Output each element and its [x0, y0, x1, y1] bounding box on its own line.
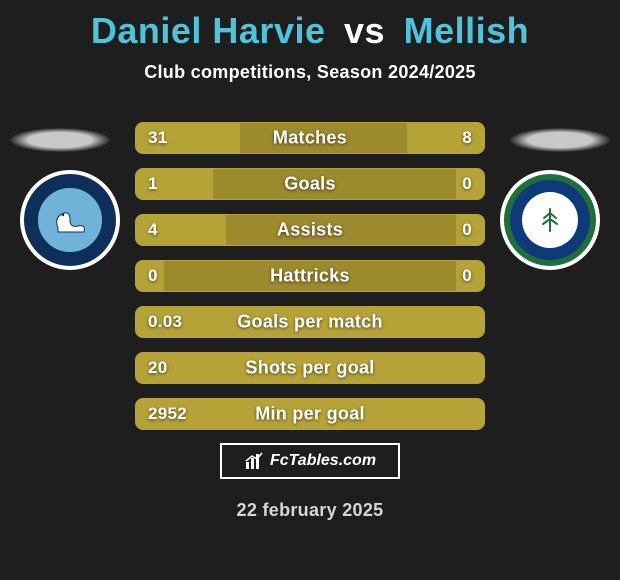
stat-row: 4 Assists 0	[135, 214, 485, 246]
swan-icon	[48, 198, 92, 242]
stat-value-right: 0	[462, 174, 472, 194]
brand-text: FcTables.com	[270, 452, 376, 470]
stat-label: Assists	[277, 220, 343, 241]
brand-chart-icon	[244, 451, 264, 471]
stat-value-left: 1	[148, 174, 158, 194]
player-1-name: Daniel Harvie	[91, 10, 326, 51]
stat-value-left: 2952	[148, 404, 187, 424]
stat-row: 1 Goals 0	[135, 168, 485, 200]
stat-label: Hattricks	[270, 266, 350, 287]
stat-row: 0.03 Goals per match	[135, 306, 485, 338]
stat-label: Goals	[284, 174, 336, 195]
stat-label: Matches	[273, 128, 347, 149]
stat-label: Shots per goal	[245, 358, 374, 379]
stat-label: Min per goal	[255, 404, 365, 425]
vs-label: vs	[344, 10, 385, 51]
brand-box: FcTables.com	[220, 443, 400, 479]
stat-value-right: 0	[462, 266, 472, 286]
stat-value-left: 4	[148, 220, 158, 240]
stat-value-right: 8	[462, 128, 472, 148]
club-crest-right	[500, 170, 600, 270]
stat-value-left: 31	[148, 128, 168, 148]
stat-seg-right	[407, 123, 484, 153]
stat-label: Goals per match	[237, 312, 383, 333]
subtitle: Club competitions, Season 2024/2025	[0, 62, 620, 83]
tree-icon	[535, 205, 565, 235]
stat-value-left: 0	[148, 266, 158, 286]
club-crest-left	[20, 170, 120, 270]
stat-row: 2952 Min per goal	[135, 398, 485, 430]
stat-row: 31 Matches 8	[135, 122, 485, 154]
stat-bars: 31 Matches 8 1 Goals 0 4 Assists 0 0 Hattricks 0 0.0…	[135, 122, 485, 444]
stat-value-left: 20	[148, 358, 168, 378]
stat-row: 0 Hattricks 0	[135, 260, 485, 292]
crest-shadow-right	[510, 128, 610, 152]
crest-shadow-left	[10, 128, 110, 152]
stat-value-right: 0	[462, 220, 472, 240]
stat-row: 20 Shots per goal	[135, 352, 485, 384]
footer-date: 22 february 2025	[237, 500, 384, 521]
comparison-title: Daniel Harvie vs Mellish	[0, 0, 620, 52]
stat-value-left: 0.03	[148, 312, 182, 332]
player-2-name: Mellish	[404, 10, 530, 51]
